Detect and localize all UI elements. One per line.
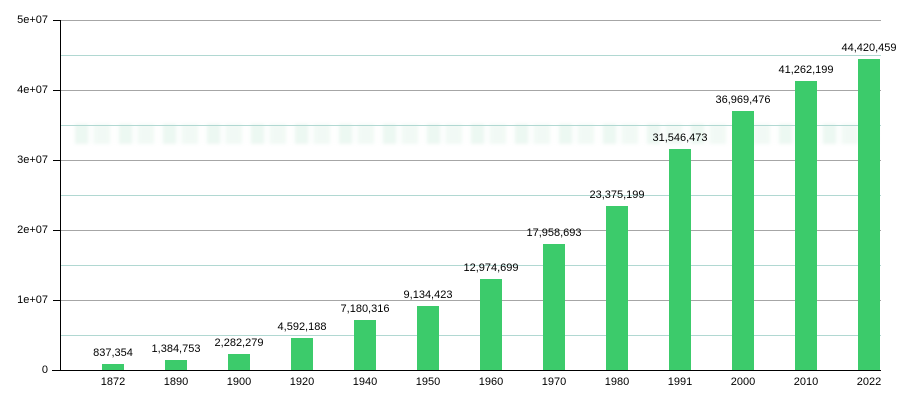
- y-axis-tick-label: 1e+07: [17, 294, 48, 306]
- bar: [669, 149, 691, 370]
- bar: [858, 59, 880, 370]
- bar-value-label: 4,592,188: [277, 321, 327, 333]
- bar: [102, 364, 124, 370]
- x-axis-tick-label: 2022: [856, 376, 882, 388]
- watermark: [75, 124, 878, 144]
- x-axis-tick-label: 1940: [352, 376, 378, 388]
- x-axis-tick-label: 1872: [100, 376, 126, 388]
- x-axis-tick-label: 1970: [541, 376, 567, 388]
- minor-gridline: [61, 265, 881, 266]
- bar: [543, 244, 565, 370]
- y-axis-tick: [53, 90, 60, 91]
- major-gridline: [61, 90, 881, 91]
- y-axis-tick: [53, 300, 60, 301]
- bar-value-label: 837,354: [93, 347, 133, 359]
- y-axis-tick: [53, 230, 60, 231]
- bar: [291, 338, 313, 370]
- minor-gridline: [61, 125, 881, 126]
- x-axis-line: [52, 370, 881, 371]
- y-axis-tick-label: 2e+07: [17, 224, 48, 236]
- bar: [165, 360, 187, 370]
- y-axis-tick-label: 3e+07: [17, 154, 48, 166]
- minor-gridline: [61, 195, 881, 196]
- bar-value-label: 12,974,699: [463, 262, 519, 274]
- bar-value-label: 9,134,423: [403, 289, 453, 301]
- y-axis-tick-label: 5e+07: [17, 14, 48, 26]
- y-axis-tick-label: 4e+07: [17, 84, 48, 96]
- major-gridline: [61, 230, 881, 231]
- minor-gridline: [61, 335, 881, 336]
- major-gridline: [61, 20, 881, 21]
- bar-value-label: 17,958,693: [526, 227, 582, 239]
- minor-gridline: [61, 55, 881, 56]
- bar: [732, 111, 754, 370]
- bar: [354, 320, 376, 370]
- y-axis-tick-label: 0: [41, 364, 48, 376]
- x-axis-tick-label: 1980: [604, 376, 630, 388]
- bar: [228, 354, 250, 370]
- major-gridline: [61, 160, 881, 161]
- bar-value-label: 31,546,473: [652, 132, 708, 144]
- y-axis-tick: [53, 160, 60, 161]
- bar-value-label: 23,375,199: [589, 189, 645, 201]
- x-axis-tick-label: 1920: [289, 376, 315, 388]
- major-gridline: [61, 300, 881, 301]
- y-axis-tick: [53, 20, 60, 21]
- bar-value-label: 1,384,753: [151, 343, 201, 355]
- x-axis-tick-label: 1991: [667, 376, 693, 388]
- bar: [606, 206, 628, 370]
- bar: [795, 81, 817, 370]
- bar-value-label: 36,969,476: [715, 94, 771, 106]
- bar: [417, 306, 439, 370]
- bar-value-label: 41,262,199: [778, 64, 834, 76]
- y-axis-line: [60, 20, 61, 370]
- x-axis-tick-label: 2000: [730, 376, 756, 388]
- x-axis-tick-label: 1950: [415, 376, 441, 388]
- bar-value-label: 44,420,459: [841, 42, 897, 54]
- bar-value-label: 7,180,316: [340, 303, 390, 315]
- x-axis-tick-label: 2010: [793, 376, 819, 388]
- bar: [480, 279, 502, 370]
- x-axis-tick-label: 1900: [226, 376, 252, 388]
- x-axis-tick-label: 1890: [163, 376, 189, 388]
- x-axis-tick-label: 1960: [478, 376, 504, 388]
- bar-value-label: 2,282,279: [214, 337, 264, 349]
